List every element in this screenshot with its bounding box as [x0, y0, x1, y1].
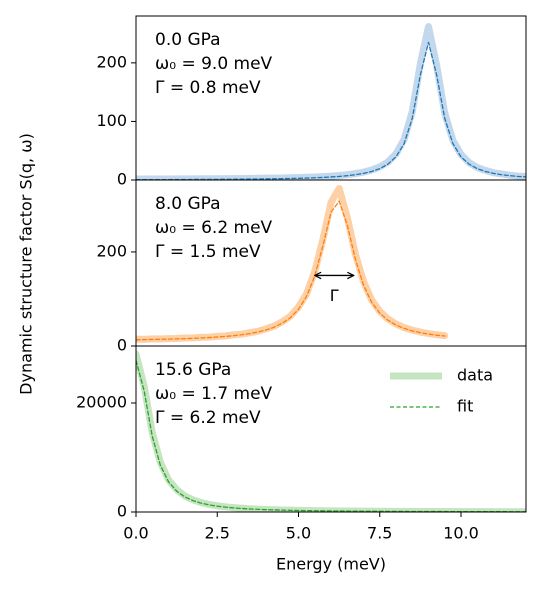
- y-tick-label: 0: [117, 336, 127, 355]
- annotation: ω₀ = 9.0 meV: [155, 54, 273, 74]
- plot-area: [136, 350, 526, 512]
- y-tick-label: 200: [96, 52, 127, 71]
- x-tick-label: 5.0: [286, 524, 311, 543]
- fit-line: [136, 200, 446, 341]
- annotation: Γ = 6.2 meV: [155, 408, 261, 428]
- legend-label: data: [457, 366, 493, 385]
- plot-area: [136, 184, 449, 343]
- x-tick-label: 2.5: [205, 524, 230, 543]
- annotation: Γ = 1.5 meV: [155, 242, 261, 262]
- annotation: ω₀ = 1.7 meV: [155, 384, 273, 404]
- y-tick-label: 0: [117, 502, 127, 521]
- y-tick-label: 20000: [76, 393, 127, 412]
- fwhm-label: Γ: [330, 286, 339, 305]
- axes-frame: [135, 345, 527, 513]
- x-tick-label: 0.0: [123, 524, 148, 543]
- x-tick-label: 7.5: [367, 524, 392, 543]
- annotation: Γ = 0.8 meV: [155, 78, 261, 98]
- legend-label: fit: [457, 397, 473, 416]
- annotation: 0.0 GPa: [155, 30, 221, 50]
- y-tick-label: 200: [96, 241, 127, 260]
- annotation: 15.6 GPa: [155, 360, 231, 380]
- annotation: 8.0 GPa: [155, 194, 221, 214]
- plot-area: [136, 23, 526, 180]
- data-line: [136, 184, 449, 343]
- fit-line: [136, 359, 526, 512]
- x-tick-label: 10.0: [443, 524, 479, 543]
- y-tick-label: 0: [117, 170, 127, 189]
- y-tick-label: 100: [96, 111, 127, 130]
- annotation: ω₀ = 6.2 meV: [155, 218, 273, 238]
- x-axis-label: Energy (meV): [276, 555, 386, 574]
- y-axis-label: Dynamic structure factor S(q, ω): [17, 133, 36, 395]
- fit-line: [136, 41, 526, 180]
